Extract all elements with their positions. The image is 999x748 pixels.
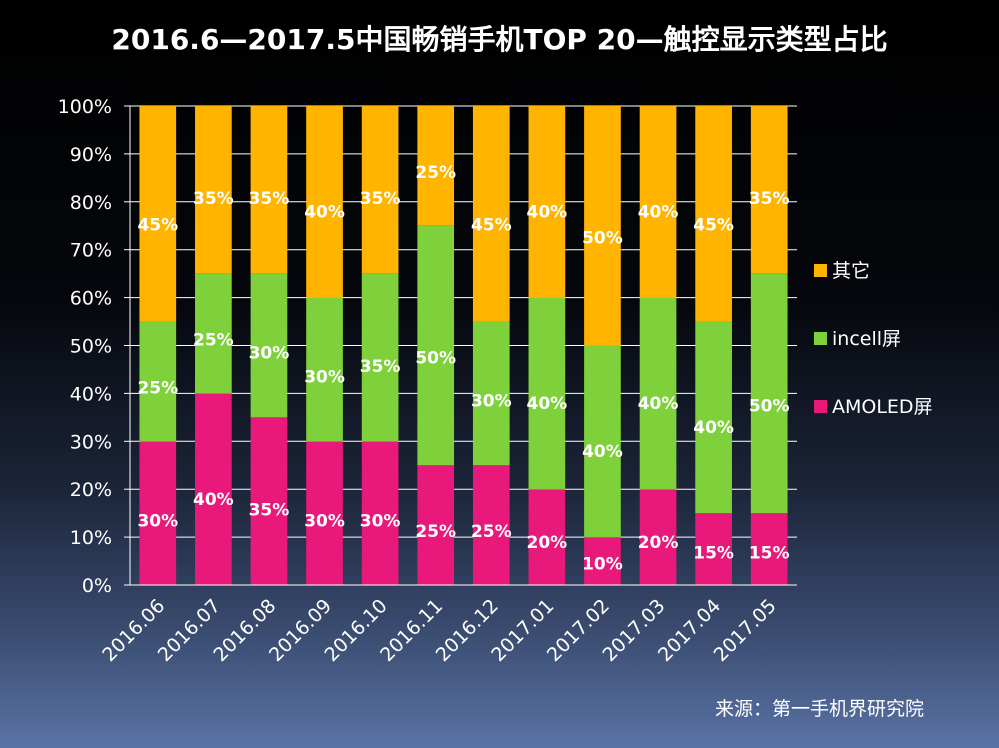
legend-label: 其它 [832,260,870,282]
y-tick-label: 70% [70,240,112,262]
data-label: 40% [527,202,568,222]
bar-segment [750,106,788,274]
data-label: 40% [304,202,345,222]
data-label: 25% [471,522,512,542]
bar-segment [584,345,621,538]
bar-segment [417,465,455,585]
bar-segment [361,441,399,585]
y-tick-label: 60% [70,288,112,310]
bar-segment [195,106,232,274]
bar-segment [139,106,177,322]
data-label: 40% [193,490,234,510]
data-label: 40% [638,202,679,222]
data-label: 30% [137,511,178,531]
bar-segment [139,321,177,442]
y-tick-label: 100% [58,96,112,118]
x-axis: 2016.062016.072016.082016.092016.102016.… [98,584,797,666]
data-label: 10% [582,554,623,574]
y-tick-label: 80% [70,192,112,214]
bar-segment [750,513,788,585]
data-label: 30% [304,511,345,531]
legend: 其它 incell屏 AMOLED屏 [814,260,933,418]
bar-segment [528,489,566,585]
data-label: 25% [137,378,178,398]
data-label: 25% [415,163,456,183]
data-label: 50% [749,396,790,416]
bar-segment [139,441,177,585]
bar-segment [306,441,343,585]
y-tick-label: 0% [82,575,112,597]
data-label: 30% [360,511,401,531]
bar-segment [639,106,677,298]
y-tick-label: 10% [70,527,112,549]
data-label: 50% [415,348,456,368]
bar-segment [584,106,621,346]
bar-segment [361,273,399,442]
bar-segment [417,106,455,226]
bar-segment [528,106,566,298]
data-label: 20% [527,533,568,553]
data-label: 35% [360,357,401,377]
data-label: 20% [638,533,679,553]
data-label: 45% [471,216,512,236]
data-label: 30% [249,344,290,364]
y-axis: 0% 10% 20% 30% 40% 50% 60% 70% 80% 90% 100% [58,96,131,597]
data-label: 35% [360,189,401,209]
bar-segment [639,297,677,490]
bar-segment [250,106,288,274]
source-note: 来源：第一手机界研究院 [714,698,924,720]
data-label: 15% [749,544,790,564]
bar-segment [472,321,510,466]
y-tick-label: 90% [70,144,112,166]
data-label: 25% [193,331,234,351]
bar-segment [195,393,232,585]
bar-segment [195,273,232,394]
bar-segment [584,537,621,585]
data-label: 30% [304,368,345,388]
data-label: 40% [527,394,568,414]
data-label: 35% [749,189,790,209]
chart-title: 2016.6—2017.5中国畅销手机TOP 20—触控显示类型占比 [111,23,888,56]
bar-segment [750,273,788,514]
x-tick-label: 2017.05 [710,595,781,666]
legend-label: AMOLED屏 [832,396,933,418]
bar-segment [695,513,732,585]
data-label: 35% [193,189,234,209]
y-tick-label: 40% [70,383,112,405]
data-label: 25% [415,522,456,542]
bar-segment [695,106,732,322]
bar-segment [250,273,288,418]
data-label: 50% [582,229,623,249]
bar-segment [250,417,288,585]
data-labels: 30% 25% 45% 40% 25% 35% 35% 30% 35% 30% 30% 40% 30% 3… [137,163,789,575]
y-tick-label: 50% [70,336,112,358]
y-tick-label: 30% [70,431,112,453]
bar-segment [639,489,677,585]
bar-segment [417,225,455,466]
gridlines [130,105,797,586]
bar-segment [695,321,732,514]
legend-swatch [814,264,827,277]
bar-segment [472,106,510,322]
y-tick-label: 20% [70,479,112,501]
data-label: 45% [137,216,178,236]
data-label: 35% [249,189,290,209]
bar-segment [306,297,343,442]
bar-segment [361,106,399,274]
bar-segment [472,465,510,585]
data-label: 40% [693,418,734,438]
bars [139,106,788,585]
bar-segment [306,106,343,298]
data-label: 45% [693,216,734,236]
data-label: 40% [582,442,623,462]
legend-swatch [814,332,827,345]
data-label: 15% [693,544,734,564]
legend-label: incell屏 [832,328,901,350]
data-label: 30% [471,392,512,412]
bar-segment [528,297,566,490]
legend-swatch [814,400,827,413]
data-label: 40% [638,394,679,414]
data-label: 35% [249,501,290,521]
